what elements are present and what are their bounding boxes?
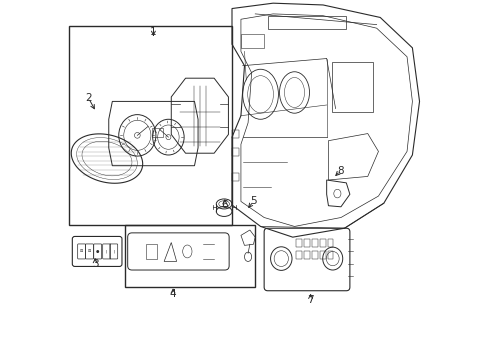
Bar bbox=[327, 251, 333, 259]
Bar bbox=[319, 251, 325, 259]
Text: 1: 1 bbox=[150, 27, 156, 37]
Text: 3: 3 bbox=[92, 259, 98, 269]
Text: 5: 5 bbox=[249, 197, 256, 206]
Bar bbox=[267, 16, 346, 29]
Bar bbox=[231, 130, 239, 138]
Text: ●: ● bbox=[96, 249, 99, 253]
Text: |: | bbox=[106, 249, 107, 253]
Bar bbox=[296, 239, 302, 247]
Bar bbox=[124, 225, 255, 287]
Text: 2: 2 bbox=[85, 93, 92, 103]
Bar bbox=[327, 239, 333, 247]
Bar bbox=[69, 26, 231, 225]
Bar bbox=[311, 251, 317, 259]
Bar bbox=[304, 239, 309, 247]
Bar bbox=[231, 148, 239, 156]
Bar bbox=[241, 33, 264, 48]
Text: 6: 6 bbox=[221, 200, 228, 210]
Text: 7: 7 bbox=[306, 295, 313, 305]
Bar bbox=[231, 173, 239, 181]
Bar bbox=[151, 128, 163, 137]
Text: 4: 4 bbox=[169, 289, 176, 299]
Text: ⊟: ⊟ bbox=[80, 249, 83, 253]
Bar bbox=[311, 239, 317, 247]
Bar bbox=[319, 239, 325, 247]
Bar bbox=[331, 62, 372, 112]
Text: 8: 8 bbox=[336, 166, 343, 176]
Bar bbox=[146, 244, 157, 258]
Bar bbox=[304, 251, 309, 259]
Bar bbox=[296, 251, 302, 259]
Text: ⊟: ⊟ bbox=[88, 249, 91, 253]
Text: |: | bbox=[113, 249, 114, 253]
